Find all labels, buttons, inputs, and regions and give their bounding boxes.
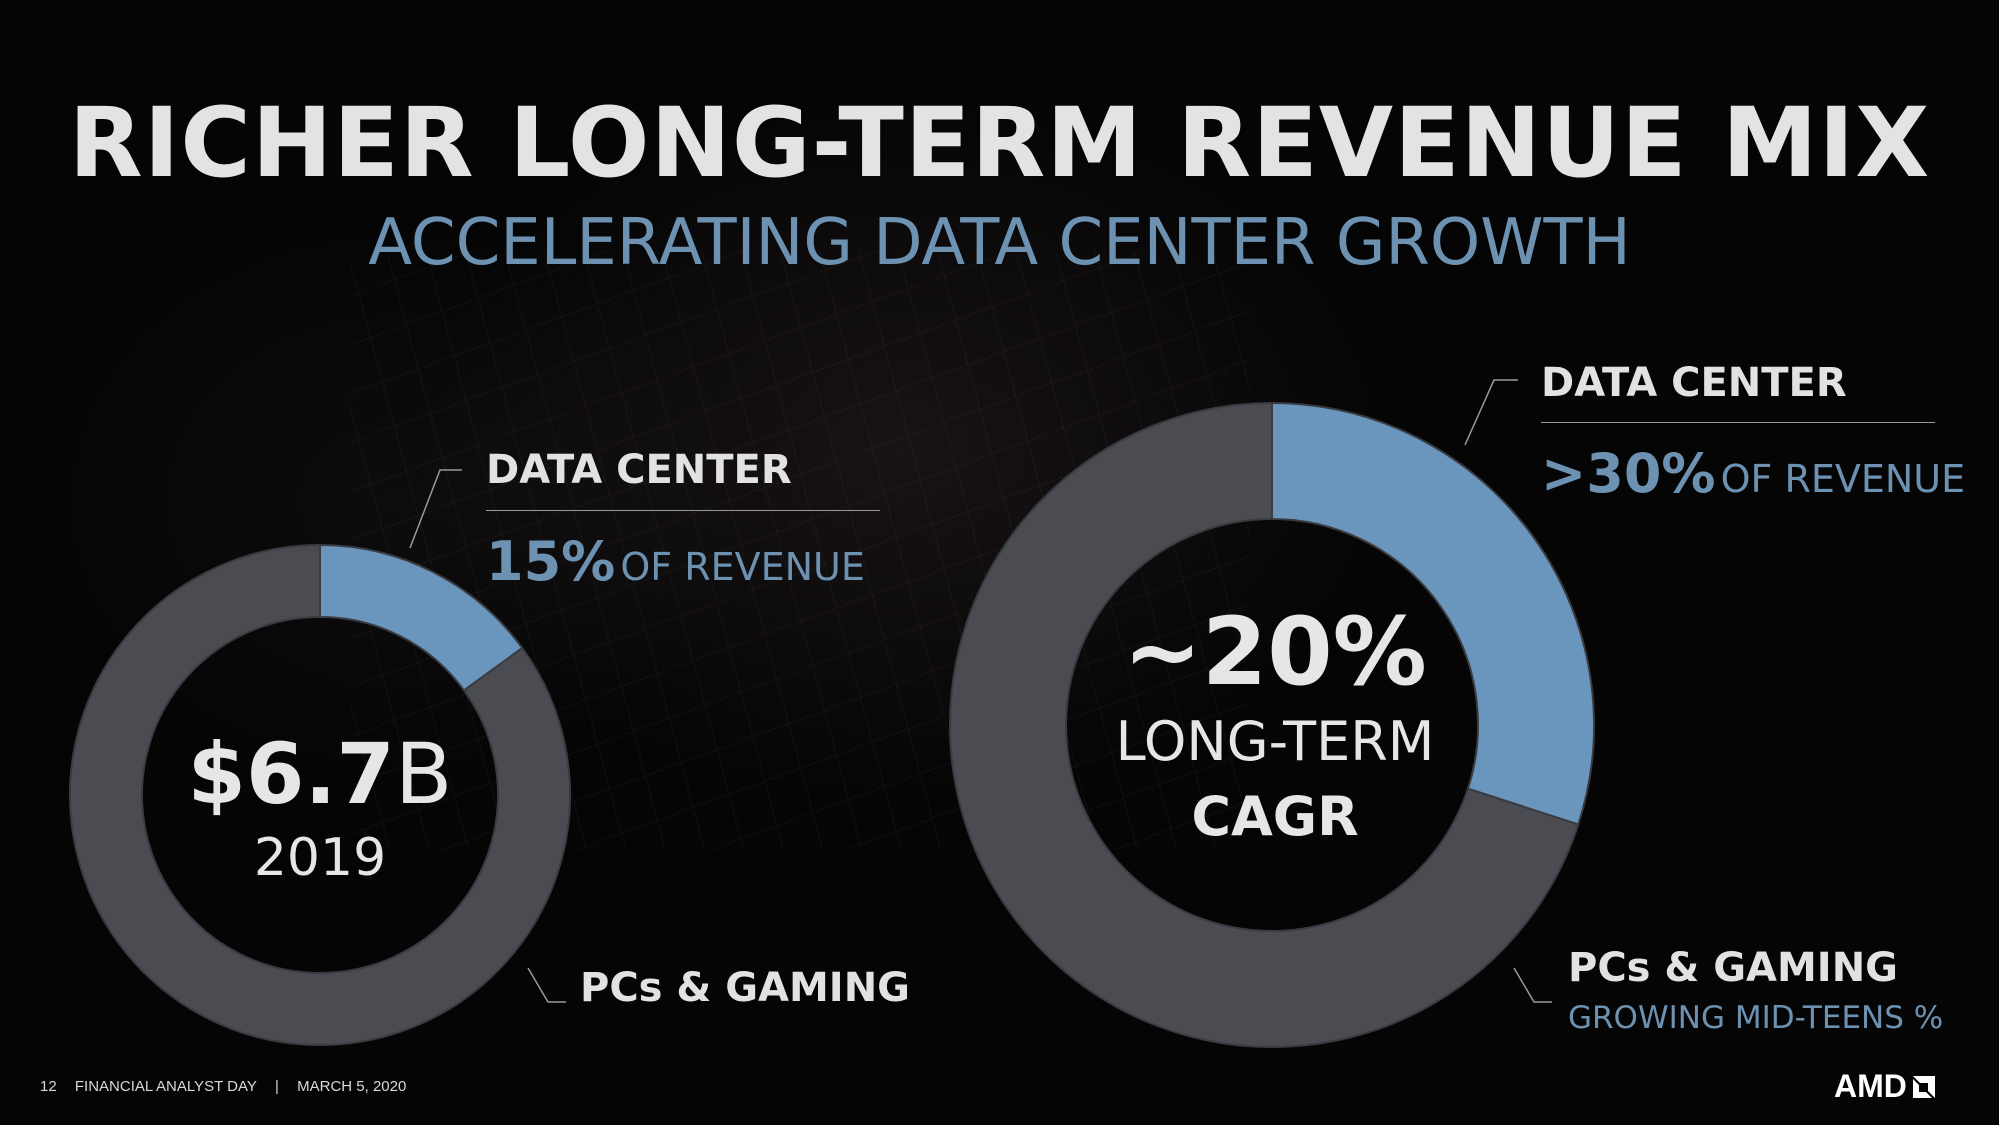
left-center-amount: $6.7B [170, 725, 470, 823]
right-pc-sub: GROWING MID-TEENS % [1568, 1000, 1944, 1036]
left-dc-rule [486, 510, 880, 511]
left-dc-suffix: OF REVENUE [620, 545, 865, 589]
donut-slice-pcs-gaming [68, 543, 571, 1046]
page-title: RICHER LONG-TERM REVENUE MIX [68, 87, 1931, 199]
donut-chart-2019 [68, 543, 571, 1046]
left-center-year: 2019 [253, 828, 387, 888]
left-dc-pct: 15% [486, 530, 616, 593]
right-center-line2: LONG-TERM [1115, 710, 1435, 773]
amd-arrow-icon [1912, 1076, 1935, 1098]
left-pc-label: PCs & GAMING [580, 965, 910, 1011]
left-center-value: $6.7 [187, 725, 395, 823]
page-subtitle: ACCELERATING DATA CENTER GROWTH [368, 206, 1631, 280]
amd-logo: AMD [1834, 1068, 1937, 1105]
right-center-value: ~20% [1123, 598, 1427, 707]
footer-date: MARCH 5, 2020 [297, 1078, 407, 1095]
donut-chart-long-term [949, 401, 1595, 1048]
left-dc-value: 15% OF REVENUE [486, 530, 865, 593]
footer-page-number: 12 [40, 1078, 57, 1095]
right-pc-label: PCs & GAMING [1568, 945, 1898, 991]
footer-separator: | [275, 1078, 279, 1095]
left-center-unit: B [394, 725, 453, 823]
right-dc-rule [1541, 422, 1935, 423]
left-dc-label: DATA CENTER [486, 447, 792, 493]
right-dc-suffix: OF REVENUE [1720, 457, 1966, 501]
donut-slice-pcs-gaming [949, 401, 1580, 1048]
right-center-line3: CAGR [1191, 785, 1359, 848]
right-dc-value: >30% OF REVENUE [1541, 442, 1965, 505]
leader-line-right-dc [1464, 379, 1518, 446]
leader-line-left-dc [409, 469, 462, 549]
leader-line-right-pc [1513, 967, 1552, 1003]
logo-text: AMD [1834, 1068, 1907, 1104]
footer: 12 FINANCIAL ANALYST DAY | MARCH 5, 2020 [40, 1078, 420, 1095]
right-dc-pct: >30% [1541, 442, 1716, 505]
right-dc-label: DATA CENTER [1541, 360, 1847, 406]
donut-slice-data-center [1271, 401, 1595, 826]
footer-event: FINANCIAL ANALYST DAY [74, 1078, 257, 1095]
leader-line-left-pc [527, 967, 566, 1003]
